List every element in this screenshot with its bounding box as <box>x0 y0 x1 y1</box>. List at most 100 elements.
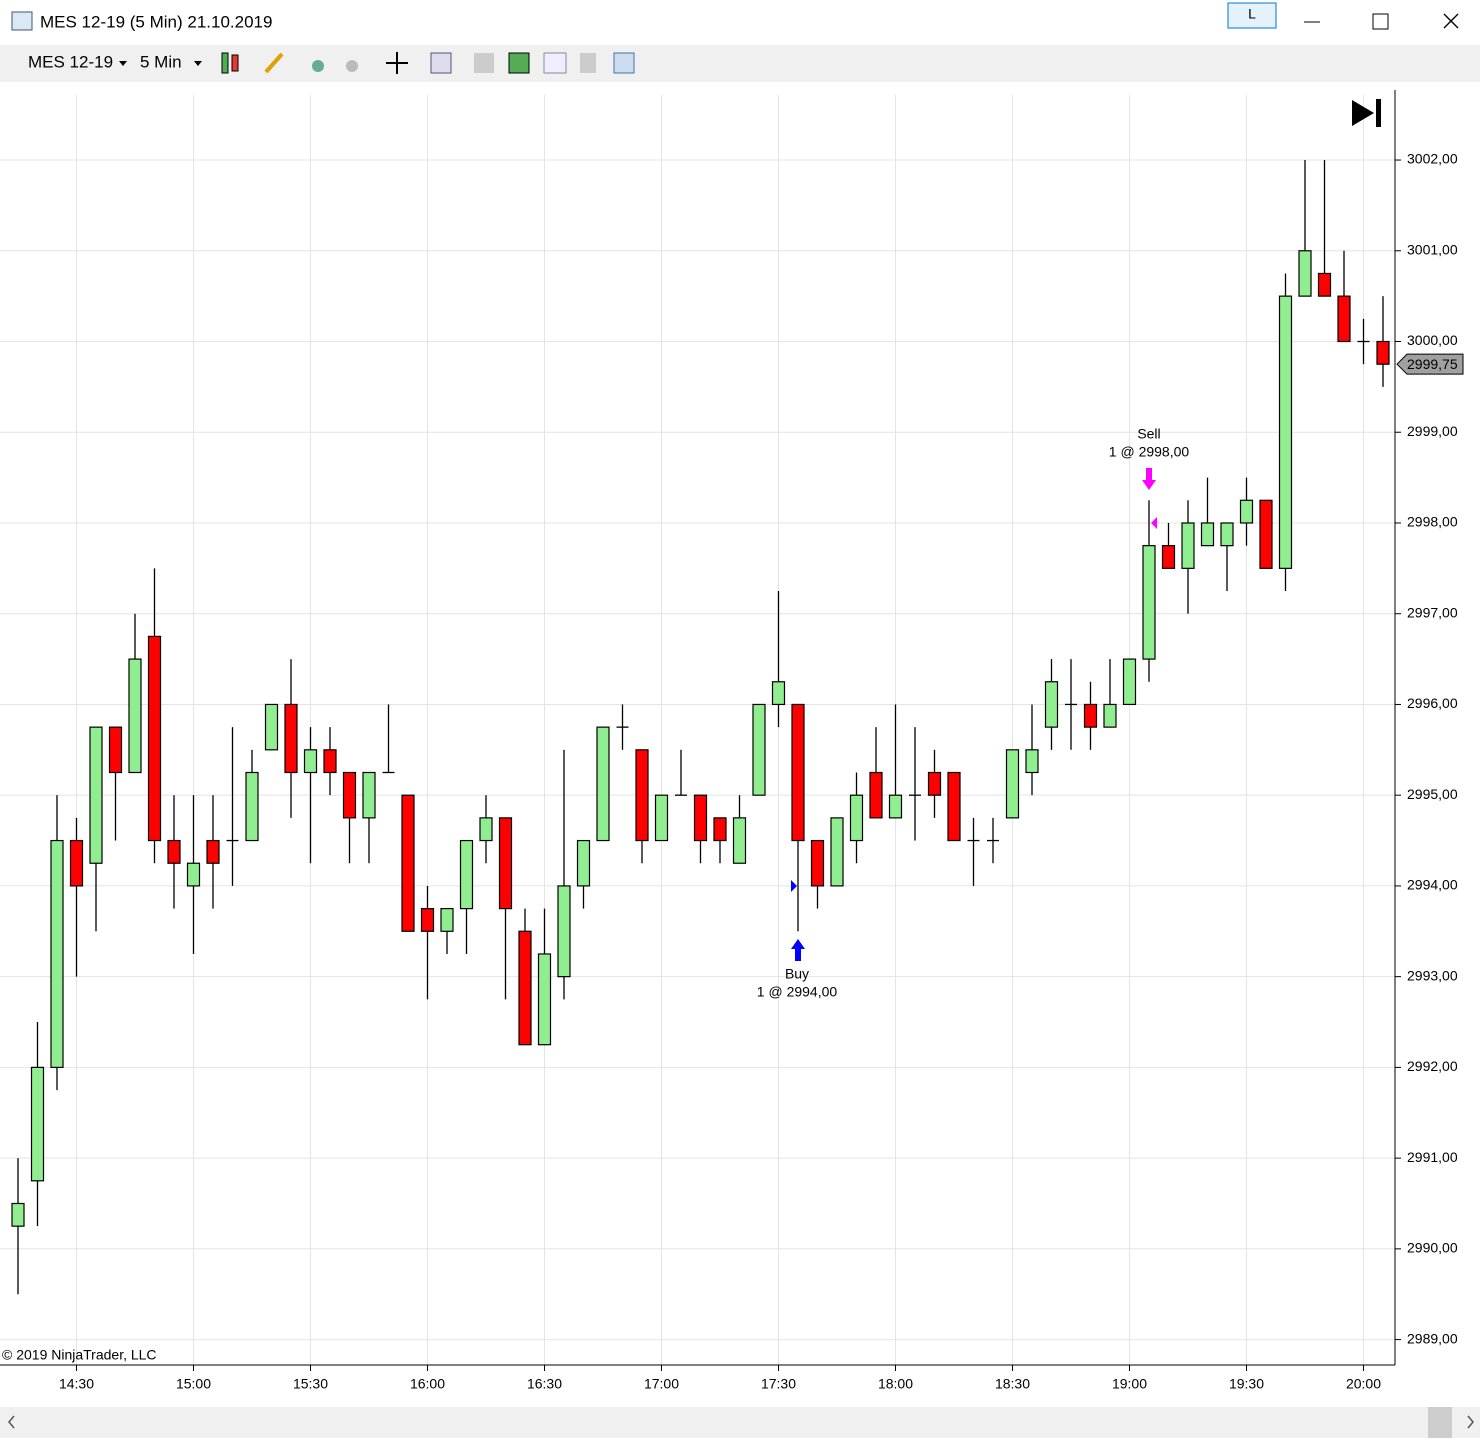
x-tick-label: 16:30 <box>527 1376 562 1392</box>
y-tick-label: 2998,00 <box>1407 514 1458 530</box>
body <box>303 749 318 774</box>
x-tick-label: 19:30 <box>1229 1376 1264 1392</box>
go-end-icon[interactable] <box>1352 100 1374 126</box>
buy-detail: 1 @ 2994,00 <box>757 984 838 1000</box>
l-button-label[interactable]: L <box>1248 6 1256 22</box>
y-tick-label: 3000,00 <box>1407 332 1458 348</box>
x-tick-label: 20:00 <box>1346 1376 1381 1392</box>
body <box>440 908 454 932</box>
body <box>323 749 337 774</box>
body <box>1083 703 1098 728</box>
window-title: MES 12-19 (5 Min) 21.10.2019 <box>40 12 272 31</box>
body <box>1005 749 1020 819</box>
body <box>869 771 883 819</box>
body <box>11 1202 25 1227</box>
l-button[interactable] <box>1227 2 1277 29</box>
body <box>206 839 220 864</box>
body <box>576 839 591 887</box>
x-tick-label: 15:30 <box>293 1376 328 1392</box>
body <box>1044 681 1059 728</box>
body <box>557 885 571 978</box>
body <box>264 703 279 751</box>
last-price-tag <box>1396 353 1464 375</box>
instrument[interactable]: MES 12-19 <box>28 52 113 71</box>
body <box>1239 499 1254 524</box>
body <box>830 817 844 887</box>
x-tick-label: 15:00 <box>176 1376 211 1392</box>
body <box>1103 703 1117 728</box>
x-tick-label: 19:00 <box>1112 1376 1147 1392</box>
body <box>693 794 708 842</box>
body <box>1337 295 1351 343</box>
y-tick-label: 2997,00 <box>1407 604 1458 620</box>
body <box>362 771 376 819</box>
body <box>30 1066 45 1182</box>
sell-detail: 1 @ 2998,00 <box>1109 444 1190 460</box>
last-price-label: 2999,75 <box>1407 356 1458 372</box>
body <box>732 817 747 864</box>
body <box>1278 295 1293 569</box>
body <box>1317 272 1332 297</box>
interval[interactable]: 5 Min <box>140 52 182 71</box>
x-tick-label: 18:30 <box>995 1376 1030 1392</box>
scroll-thumb[interactable] <box>1428 1407 1452 1438</box>
dropdown[interactable] <box>119 61 127 66</box>
body <box>1142 545 1156 660</box>
body <box>108 726 123 774</box>
x-tick-label: 18:00 <box>878 1376 913 1392</box>
body <box>810 839 825 887</box>
body <box>927 771 942 796</box>
x-tick-label: 17:30 <box>761 1376 796 1392</box>
y-tick-label: 2995,00 <box>1407 786 1458 802</box>
body <box>1181 522 1195 569</box>
sell-marker <box>1151 517 1157 529</box>
app-icon <box>11 11 33 31</box>
buy-marker <box>791 880 797 892</box>
body <box>1298 250 1312 297</box>
x-tick-label: 14:30 <box>59 1376 94 1392</box>
maximize[interactable] <box>1372 13 1389 30</box>
body <box>147 635 162 842</box>
body <box>635 749 649 842</box>
sell-arrow <box>1142 468 1156 490</box>
y-tick-label: 2991,00 <box>1407 1149 1458 1165</box>
y-tick-label: 2996,00 <box>1407 695 1458 711</box>
buy-arrow <box>791 939 805 961</box>
body <box>518 930 532 1046</box>
body <box>537 953 552 1046</box>
close[interactable] <box>1443 13 1459 29</box>
body <box>498 817 513 910</box>
body <box>186 862 201 887</box>
body <box>342 771 357 819</box>
y-tick-label: 3002,00 <box>1407 151 1458 167</box>
y-tick-label: 2989,00 <box>1407 1330 1458 1346</box>
body <box>479 817 493 842</box>
sell-label: Sell <box>1137 426 1160 442</box>
y-tick-label: 2993,00 <box>1407 967 1458 983</box>
body <box>1220 522 1234 547</box>
y-tick-label: 2994,00 <box>1407 877 1458 893</box>
x-tick-label: 17:00 <box>644 1376 679 1392</box>
body <box>1200 522 1215 547</box>
body <box>459 839 474 910</box>
body <box>420 908 435 932</box>
body <box>947 771 961 842</box>
x-tick-label: 16:00 <box>410 1376 445 1392</box>
dropdown[interactable] <box>194 61 202 66</box>
buy-label: Buy <box>785 966 809 982</box>
body <box>284 703 298 774</box>
toolbar-icons[interactable] <box>221 52 635 74</box>
body <box>1161 545 1176 569</box>
body <box>1025 749 1039 774</box>
scroll-arrows[interactable] <box>8 1415 1474 1429</box>
scrollbar[interactable] <box>0 1407 1480 1438</box>
y-tick-label: 2999,00 <box>1407 423 1458 439</box>
go-end-bar[interactable] <box>1376 99 1381 127</box>
body <box>50 839 64 1068</box>
body <box>1376 340 1390 365</box>
body <box>654 794 669 842</box>
body <box>128 658 142 774</box>
body <box>791 703 805 842</box>
toolbar <box>0 45 1480 82</box>
